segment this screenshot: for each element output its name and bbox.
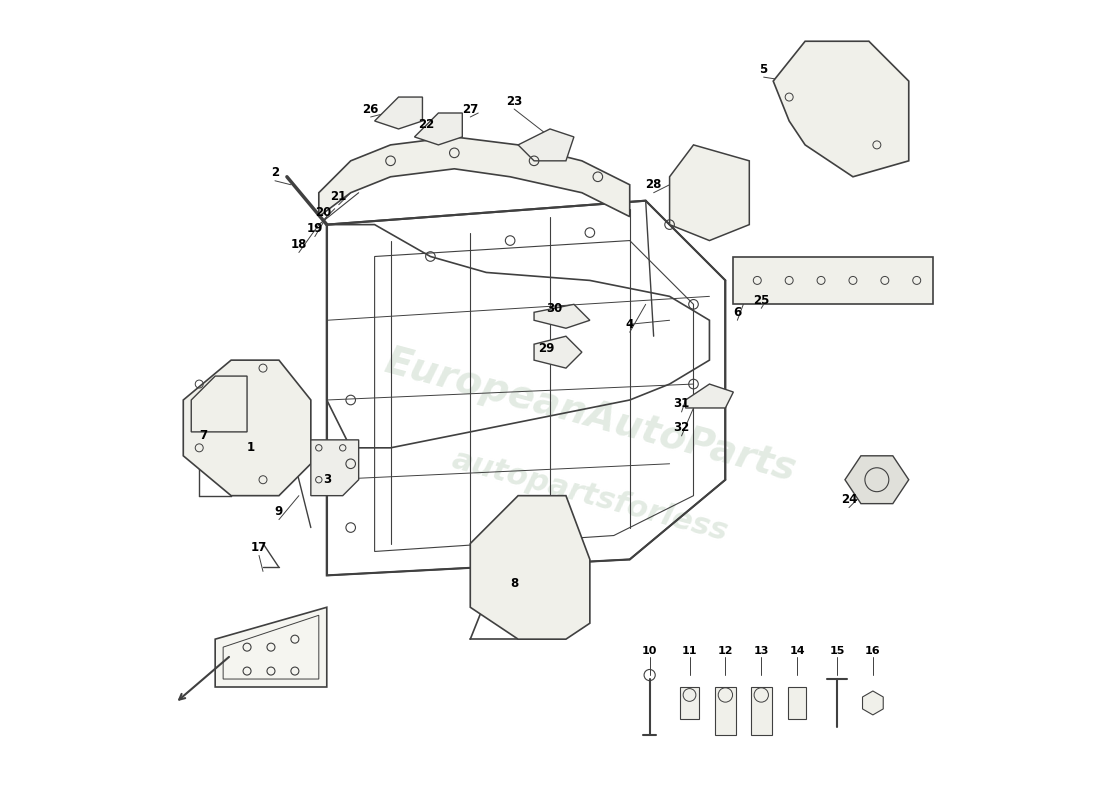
Text: EuropeanAutoParts: EuropeanAutoParts bbox=[379, 342, 800, 490]
Text: autopartsforless: autopartsforless bbox=[449, 445, 732, 546]
Text: 9: 9 bbox=[275, 505, 283, 518]
Text: 6: 6 bbox=[734, 306, 741, 319]
Text: 24: 24 bbox=[840, 493, 857, 506]
Text: 20: 20 bbox=[315, 206, 331, 219]
Polygon shape bbox=[415, 113, 462, 145]
Text: 30: 30 bbox=[546, 302, 562, 315]
Polygon shape bbox=[535, 336, 582, 368]
Bar bbox=[680, 687, 700, 719]
Text: 19: 19 bbox=[307, 222, 323, 235]
Polygon shape bbox=[845, 456, 909, 504]
Polygon shape bbox=[518, 129, 574, 161]
Text: 2: 2 bbox=[271, 166, 279, 179]
Polygon shape bbox=[685, 384, 734, 408]
Text: 17: 17 bbox=[251, 541, 267, 554]
Text: 27: 27 bbox=[462, 102, 478, 115]
Polygon shape bbox=[184, 360, 311, 496]
Text: 31: 31 bbox=[673, 398, 690, 410]
Text: 10: 10 bbox=[642, 646, 658, 656]
Text: 5: 5 bbox=[759, 62, 768, 76]
Polygon shape bbox=[311, 440, 359, 496]
Polygon shape bbox=[670, 145, 749, 241]
Polygon shape bbox=[734, 257, 933, 304]
Polygon shape bbox=[319, 137, 629, 217]
Text: 14: 14 bbox=[790, 646, 805, 656]
Text: 7: 7 bbox=[199, 430, 207, 442]
Polygon shape bbox=[216, 607, 327, 687]
Text: 13: 13 bbox=[754, 646, 769, 656]
Text: 23: 23 bbox=[506, 94, 522, 107]
Polygon shape bbox=[773, 42, 909, 177]
Text: 3: 3 bbox=[322, 474, 331, 486]
Text: 29: 29 bbox=[538, 342, 554, 354]
Polygon shape bbox=[471, 496, 590, 639]
Text: 26: 26 bbox=[362, 102, 378, 115]
Text: 32: 32 bbox=[673, 422, 690, 434]
Bar bbox=[751, 687, 771, 735]
Text: 11: 11 bbox=[682, 646, 697, 656]
Polygon shape bbox=[862, 691, 883, 715]
Polygon shape bbox=[535, 304, 590, 328]
Bar bbox=[715, 687, 736, 735]
Text: 22: 22 bbox=[418, 118, 434, 131]
Text: 28: 28 bbox=[646, 178, 662, 191]
Text: 15: 15 bbox=[829, 646, 845, 656]
Text: 4: 4 bbox=[626, 318, 634, 330]
Text: 18: 18 bbox=[290, 238, 307, 251]
Polygon shape bbox=[191, 376, 248, 432]
Text: 25: 25 bbox=[754, 294, 770, 307]
Text: 8: 8 bbox=[510, 577, 518, 590]
Text: 1: 1 bbox=[248, 442, 255, 454]
Text: 16: 16 bbox=[865, 646, 881, 656]
Text: 12: 12 bbox=[717, 646, 733, 656]
Bar bbox=[789, 687, 806, 719]
Polygon shape bbox=[375, 97, 422, 129]
Text: 21: 21 bbox=[331, 190, 346, 203]
